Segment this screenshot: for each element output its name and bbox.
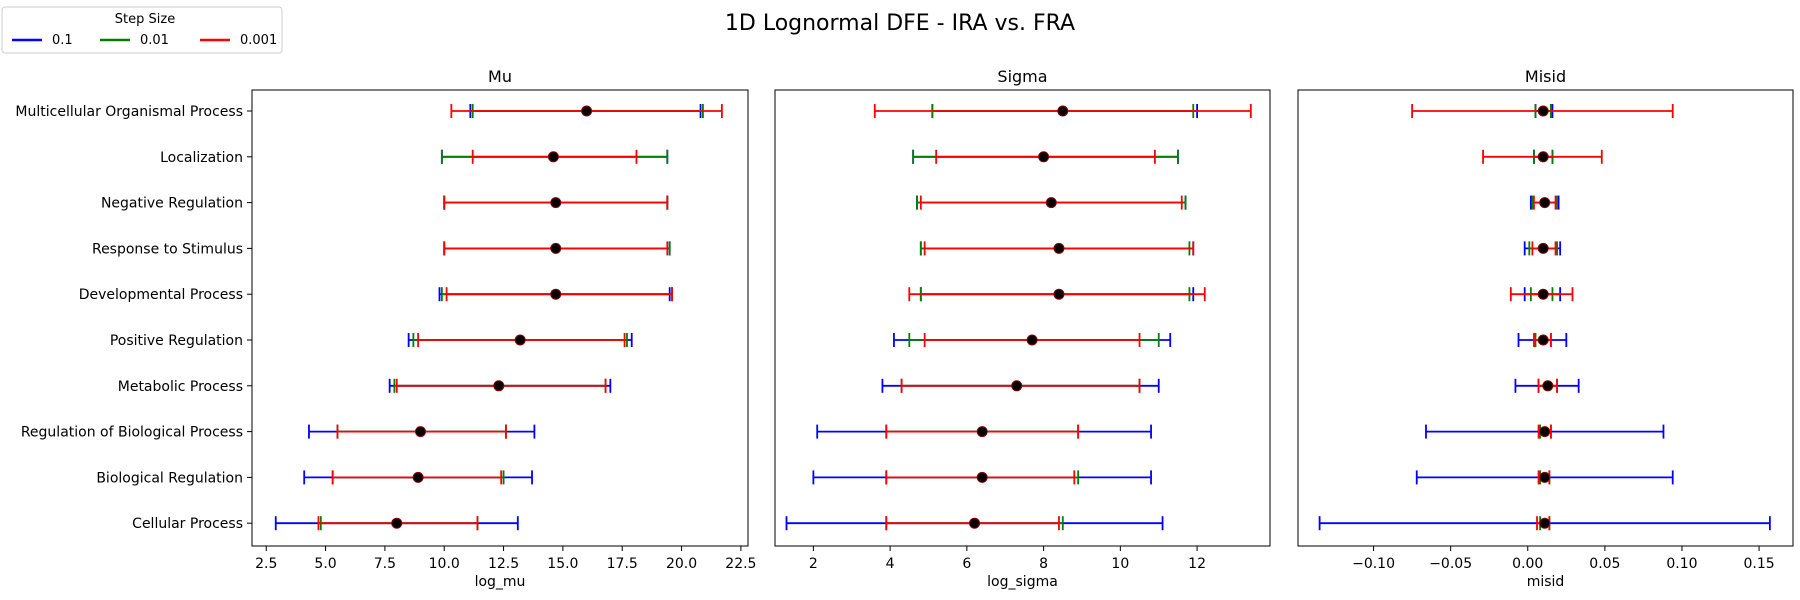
legend-title: Step Size <box>115 12 175 27</box>
misid-point-estimate <box>1542 380 1554 392</box>
misid-xtick-label: 0.10 <box>1666 556 1697 572</box>
mu-point-estimate <box>550 197 562 209</box>
sigma-xtick-label: 8 <box>1039 556 1048 572</box>
sigma-xtick-label: 2 <box>809 556 818 572</box>
misid-xtick-label: 0.00 <box>1512 556 1543 572</box>
legend: Step Size 0.1 0.01 0.001 <box>1 6 283 54</box>
misid-xtick-label: 0.15 <box>1743 556 1774 572</box>
misid-xtick-label: 0.05 <box>1589 556 1620 572</box>
misid-xaxis-label: misid <box>1527 574 1565 590</box>
mu-xtick-label: 17.5 <box>607 556 638 572</box>
mu-point-estimate <box>412 471 424 483</box>
panel-misid: Misid −0.10 −0.05 0.00 0.05 0.10 0.15 misid <box>1297 67 1794 590</box>
misid-point-estimate <box>1539 426 1551 438</box>
mu-xtick-label: 20.0 <box>666 556 697 572</box>
mu-point-estimate <box>547 151 559 163</box>
panel-mu: Mu 2.5 5.0 7.5 10.0 12.5 15.0 17.5 20.0 22.5 log_m… <box>15 67 756 590</box>
sigma-point-estimate <box>1026 334 1038 346</box>
mu-xtick-label: 15.0 <box>547 556 578 572</box>
mu-point-estimate <box>414 426 426 438</box>
misid-xtick-label: −0.10 <box>1352 556 1395 572</box>
mu-point-estimate <box>514 334 526 346</box>
misid-point-estimate <box>1537 105 1549 117</box>
sigma-xtick-label: 10 <box>1111 556 1129 572</box>
mu-point-estimate <box>391 517 403 529</box>
misid-point-estimate <box>1539 471 1551 483</box>
category-label: Response to Stimulus <box>92 241 243 257</box>
mu-panel-title: Mu <box>488 67 512 86</box>
misid-point-estimate <box>1539 197 1551 209</box>
mu-xtick-label: 5.0 <box>314 556 336 572</box>
misid-axes-frame <box>1297 89 1794 547</box>
sigma-xtick-label: 6 <box>962 556 971 572</box>
mu-point-estimate <box>581 105 593 117</box>
sigma-xtick-label: 4 <box>886 556 895 572</box>
mu-point-estimate <box>550 242 562 254</box>
mu-point-estimate <box>550 288 562 300</box>
category-label: Developmental Process <box>79 287 243 303</box>
misid-point-estimate <box>1539 517 1551 529</box>
sigma-xtick-label: 12 <box>1188 556 1206 572</box>
panel-sigma: Sigma 2 4 6 8 10 12 log_sigma <box>774 67 1271 590</box>
misid-xtick-label: −0.05 <box>1429 556 1472 572</box>
sigma-xaxis-label: log_sigma <box>987 574 1058 590</box>
sigma-point-estimate <box>1053 288 1065 300</box>
mu-xaxis-label: log_mu <box>475 574 526 590</box>
mu-xtick-label: 7.5 <box>374 556 396 572</box>
misid-point-estimate <box>1537 151 1549 163</box>
misid-point-estimate <box>1537 334 1549 346</box>
legend-label-0.001: 0.001 <box>240 33 277 48</box>
sigma-point-estimate <box>1057 105 1069 117</box>
sigma-point-estimate <box>976 426 988 438</box>
sigma-point-estimate <box>1045 197 1057 209</box>
category-label: Positive Regulation <box>110 333 243 349</box>
category-label: Multicellular Organismal Process <box>15 104 243 120</box>
sigma-point-estimate <box>976 471 988 483</box>
misid-point-estimate <box>1537 242 1549 254</box>
category-label: Metabolic Process <box>118 379 243 395</box>
category-label: Biological Regulation <box>96 470 243 486</box>
mu-axes-frame <box>251 89 749 547</box>
legend-frame <box>1 6 283 54</box>
sigma-panel-title: Sigma <box>997 67 1047 86</box>
sigma-point-estimate <box>1011 380 1023 392</box>
sigma-axes-frame <box>774 89 1271 547</box>
category-label: Cellular Process <box>132 516 243 532</box>
sigma-point-estimate <box>1038 151 1050 163</box>
sigma-point-estimate <box>1053 242 1065 254</box>
category-label: Negative Regulation <box>101 196 243 212</box>
mu-xtick-label: 12.5 <box>488 556 519 572</box>
sigma-point-estimate <box>969 517 981 529</box>
legend-label-0.1: 0.1 <box>52 33 73 48</box>
figure-title: 1D Lognormal DFE - IRA vs. FRA <box>725 11 1075 36</box>
category-label: Regulation of Biological Process <box>21 425 243 441</box>
mu-xtick-label: 2.5 <box>255 556 277 572</box>
legend-label-0.01: 0.01 <box>140 33 169 48</box>
misid-point-estimate <box>1537 288 1549 300</box>
misid-panel-title: Misid <box>1525 67 1566 86</box>
mu-point-estimate <box>493 380 505 392</box>
mu-xtick-label: 22.5 <box>725 556 756 572</box>
category-label: Localization <box>160 150 243 166</box>
mu-xtick-label: 10.0 <box>429 556 460 572</box>
